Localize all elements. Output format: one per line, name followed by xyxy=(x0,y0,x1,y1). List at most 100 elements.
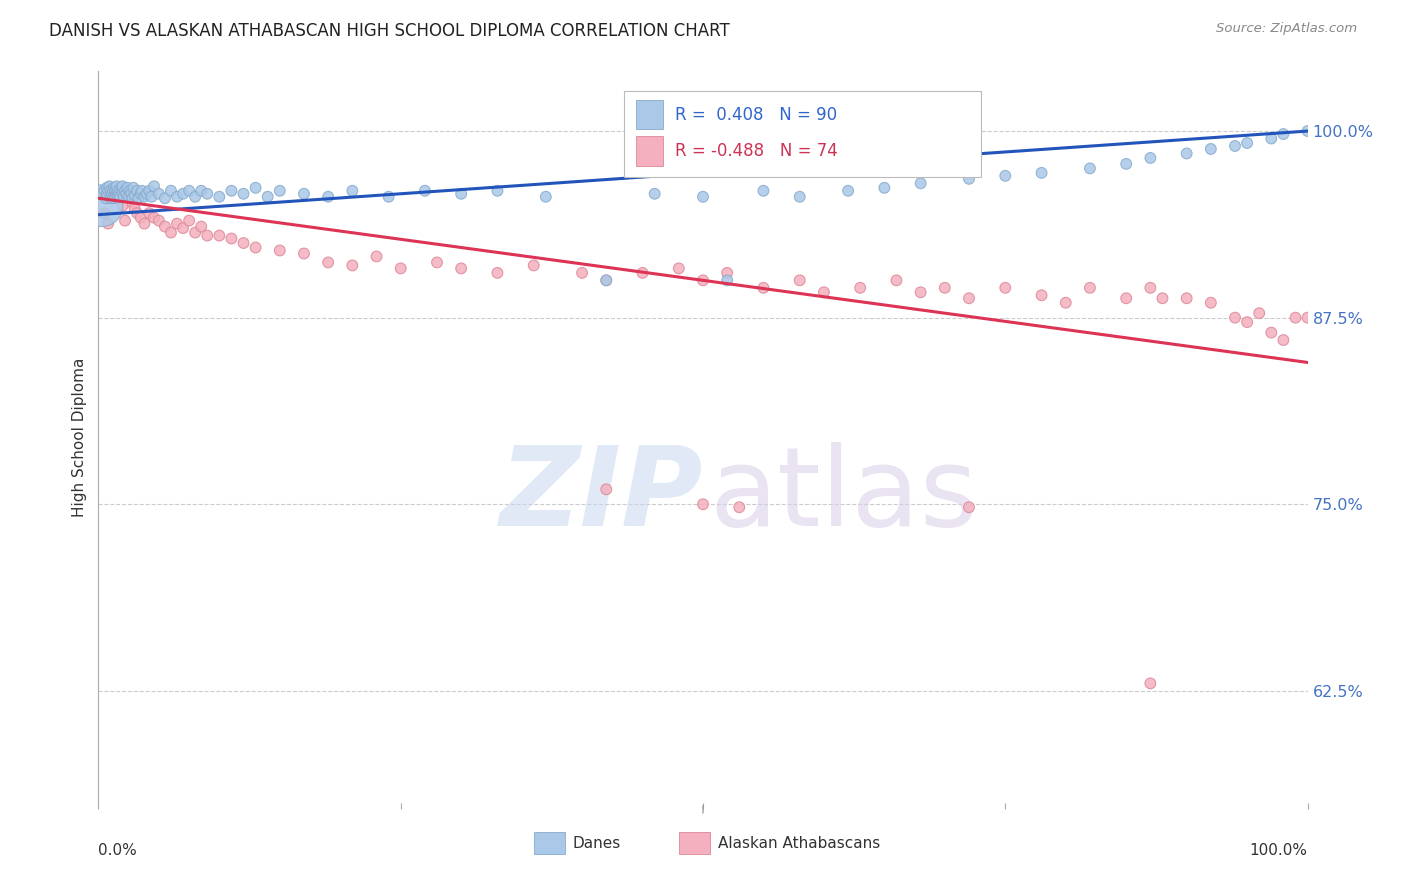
Point xyxy=(143,179,166,194)
Point xyxy=(107,188,129,202)
Point xyxy=(752,184,775,198)
Point xyxy=(221,231,243,245)
Point xyxy=(114,184,136,198)
Point xyxy=(1284,310,1306,325)
Point xyxy=(108,186,131,201)
Point xyxy=(166,217,188,231)
Point xyxy=(1236,315,1258,329)
Point xyxy=(232,186,254,201)
Point xyxy=(837,184,859,198)
Point xyxy=(97,184,120,198)
Point xyxy=(100,191,122,205)
Point xyxy=(108,190,131,204)
Point xyxy=(886,273,908,287)
Point xyxy=(108,184,131,198)
Point xyxy=(1175,146,1198,161)
Point xyxy=(245,181,267,195)
Point xyxy=(1031,288,1053,302)
Point xyxy=(195,228,218,243)
Point xyxy=(190,184,212,198)
Point xyxy=(789,190,811,204)
Point xyxy=(232,235,254,250)
Point xyxy=(105,186,128,201)
Point xyxy=(1078,161,1101,176)
Point xyxy=(129,186,152,201)
Point xyxy=(716,266,738,280)
Point xyxy=(112,190,135,204)
Point xyxy=(179,184,201,198)
Point xyxy=(138,206,160,220)
Point xyxy=(668,261,690,276)
Point xyxy=(179,213,201,227)
Point xyxy=(93,184,115,198)
Point xyxy=(96,181,118,195)
Point xyxy=(94,191,117,205)
Point xyxy=(1272,127,1295,141)
Point xyxy=(1115,291,1137,305)
Point xyxy=(269,184,291,198)
Text: R =  0.408   N = 90: R = 0.408 N = 90 xyxy=(675,105,838,123)
Point xyxy=(124,188,146,202)
FancyBboxPatch shape xyxy=(637,136,664,166)
Text: DANISH VS ALASKAN ATHABASCAN HIGH SCHOOL DIPLOMA CORRELATION CHART: DANISH VS ALASKAN ATHABASCAN HIGH SCHOOL… xyxy=(49,22,730,40)
Point xyxy=(122,181,145,195)
Point xyxy=(120,186,142,201)
Point xyxy=(131,184,153,198)
Point xyxy=(342,184,364,198)
Point xyxy=(184,190,207,204)
Point xyxy=(101,184,124,198)
Text: ZIP: ZIP xyxy=(499,442,703,549)
Point xyxy=(534,190,557,204)
Point xyxy=(111,199,134,213)
Point xyxy=(571,266,593,280)
Point xyxy=(98,179,121,194)
Point xyxy=(716,273,738,287)
Point xyxy=(108,181,131,195)
Point xyxy=(957,171,980,186)
Point xyxy=(135,186,157,201)
Point xyxy=(1199,295,1222,310)
Point xyxy=(269,244,291,258)
FancyBboxPatch shape xyxy=(637,100,664,129)
Text: Source: ZipAtlas.com: Source: ZipAtlas.com xyxy=(1216,22,1357,36)
Point xyxy=(107,184,129,198)
Point xyxy=(910,177,932,191)
Point xyxy=(994,169,1017,183)
Point xyxy=(104,184,127,198)
Text: 0.0%: 0.0% xyxy=(98,843,138,858)
Point xyxy=(111,186,134,201)
Point xyxy=(134,190,156,204)
Point xyxy=(118,190,141,204)
Point xyxy=(934,281,956,295)
Point xyxy=(208,190,231,204)
Text: Danes: Danes xyxy=(572,836,620,851)
Point xyxy=(1260,326,1282,340)
Y-axis label: High School Diploma: High School Diploma xyxy=(72,358,87,516)
Point xyxy=(100,186,122,201)
Point xyxy=(129,211,152,225)
Point xyxy=(256,190,278,204)
Point xyxy=(121,191,143,205)
Point xyxy=(208,228,231,243)
Point xyxy=(221,184,243,198)
Point xyxy=(117,181,139,195)
Point xyxy=(1236,136,1258,150)
Point xyxy=(100,184,122,198)
Point xyxy=(377,190,399,204)
Point xyxy=(1223,139,1246,153)
Point xyxy=(110,181,132,195)
Point xyxy=(101,184,124,198)
Point xyxy=(994,281,1017,295)
FancyBboxPatch shape xyxy=(534,832,565,854)
Point xyxy=(692,190,714,204)
Point xyxy=(118,184,141,198)
Point xyxy=(389,261,412,276)
Point xyxy=(1296,124,1319,138)
Point xyxy=(195,186,218,201)
Point xyxy=(910,285,932,300)
Point xyxy=(101,191,124,205)
Point xyxy=(849,281,872,295)
Point xyxy=(292,186,315,201)
Point xyxy=(114,213,136,227)
Point xyxy=(873,181,896,195)
